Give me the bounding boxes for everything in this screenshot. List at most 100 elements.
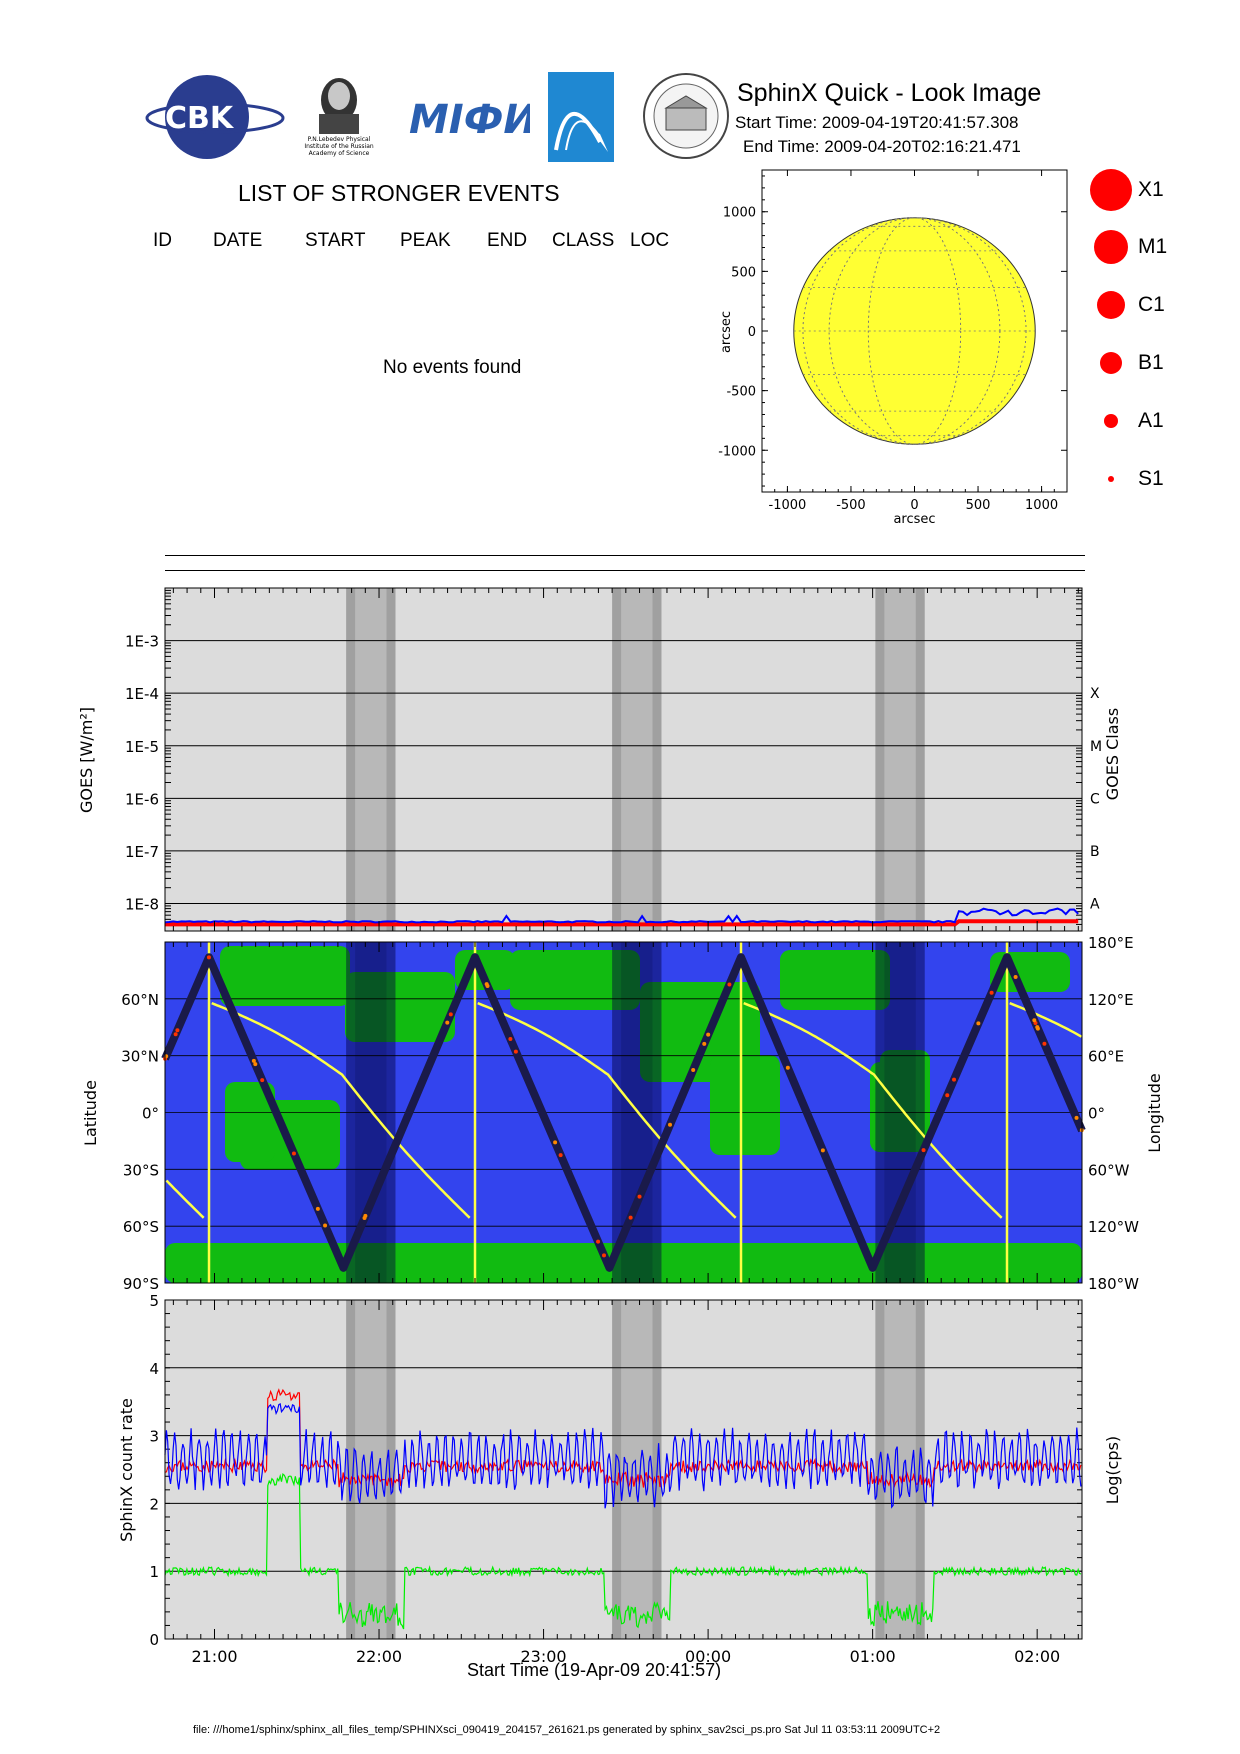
orbit-track-hotspot xyxy=(175,1028,180,1033)
arc-instrument-logo xyxy=(548,72,614,162)
land-patch xyxy=(165,1243,1082,1283)
sun-x-tick-label: 0 xyxy=(910,498,918,513)
orbit-right-axis-label: Longitude xyxy=(1145,1073,1164,1153)
orbit-track-hotspot xyxy=(291,1151,296,1156)
flare-class-legend xyxy=(1080,160,1210,500)
orbit-track-hotspot xyxy=(989,990,994,995)
longitude-curve xyxy=(165,1179,205,1219)
goes-class-label: X xyxy=(1090,686,1100,702)
goes-short-series xyxy=(165,919,1079,927)
eclipse-band-core xyxy=(355,1300,387,1639)
orbit-lon-tick-label: 180°E xyxy=(1088,934,1134,952)
goes-y-tick-label: 1E-7 xyxy=(125,843,159,861)
orbit-track-hotspot xyxy=(315,1206,320,1211)
time-tick-label: 22:00 xyxy=(356,1647,402,1666)
longitude-curve xyxy=(1009,1001,1083,1038)
sphinx-series-2 xyxy=(164,1472,1082,1630)
orbit-lat-tick-label: 60°S xyxy=(123,1218,159,1236)
sphinx-panel-frame xyxy=(164,1299,1083,1640)
col-id: ID xyxy=(153,230,172,251)
sun-x-axis-label: arcsec xyxy=(893,512,935,527)
orbit-track-hotspot xyxy=(976,1021,981,1026)
goes-y-tick-label: 1E-5 xyxy=(125,738,159,756)
orbit-track-hotspot xyxy=(945,1093,950,1098)
eclipse-band-core xyxy=(621,588,653,931)
orbit-lat-tick-label: 60°N xyxy=(121,991,159,1009)
legend-marker-c1 xyxy=(1097,291,1125,319)
orbit-lon-tick-label: 60°W xyxy=(1088,1161,1130,1179)
sphinx-y-tick-label: 4 xyxy=(149,1360,159,1378)
miphi-logo: MIФИ xyxy=(405,88,537,148)
sun-x-tick-label: -500 xyxy=(836,498,866,513)
goes-y-tick-label: 1E-8 xyxy=(125,896,159,914)
orbit-track-hotspot xyxy=(952,1077,957,1082)
legend-label-s1: S1 xyxy=(1138,467,1164,490)
x-axis-title: Start Time (19-Apr-09 20:41:57) xyxy=(467,1660,722,1680)
lebedev-institute-logo: P.N.Lebedev Physical Institute of the Ru… xyxy=(293,70,385,162)
orbit-lat-tick-label: 90°S xyxy=(123,1275,159,1293)
orbit-track-hotspot xyxy=(691,1068,696,1073)
orbit-track-hotspot xyxy=(253,1062,258,1067)
orbit-lon-tick-label: 180°W xyxy=(1088,1275,1139,1293)
time-tick-label: 01:00 xyxy=(850,1647,896,1666)
land-patch xyxy=(510,950,640,1010)
separator-line xyxy=(165,555,1085,556)
orbit-track-hotspot xyxy=(820,1148,825,1153)
col-loc: LOC xyxy=(630,230,670,251)
orbit-track-hotspot xyxy=(1042,1041,1047,1046)
sphinx-right-axis-label: Log(cps) xyxy=(1103,1436,1122,1504)
orbit-lat-tick-label: 30°S xyxy=(123,1161,159,1179)
sun-y-axis-label: arcsec xyxy=(719,311,734,353)
cbk-logo-text: CBK xyxy=(165,101,235,136)
orbit-track-hotspot xyxy=(260,1078,265,1083)
sun-y-tick-label: -1000 xyxy=(718,444,756,459)
time-tick-label: 23:00 xyxy=(521,1647,567,1666)
orbit-lon-tick-label: 120°E xyxy=(1088,991,1134,1009)
sphinx-y-tick-label: 3 xyxy=(149,1428,159,1446)
sun-y-tick-label: 1000 xyxy=(723,206,756,221)
land-patch xyxy=(345,972,455,1042)
orbit-lat-tick-label: 30°N xyxy=(121,1048,159,1066)
col-date: DATE xyxy=(213,230,263,251)
orbit-track-hotspot xyxy=(602,1253,607,1258)
orbit-track-hotspot xyxy=(1035,1025,1040,1030)
sun-x-tick-label: -1000 xyxy=(769,498,807,513)
file-note: file: ///home1/sphinx/sphinx_all_files_t… xyxy=(193,1724,941,1736)
orbit-track-hotspot xyxy=(513,1049,518,1054)
sun-y-tick-label: 0 xyxy=(748,325,756,340)
miphi-logo-text: MIФИ xyxy=(409,97,530,143)
svg-text:Academy of Science: Academy of Science xyxy=(309,150,370,157)
land-patch xyxy=(225,1082,275,1162)
goes-class-label: C xyxy=(1090,791,1100,807)
start-time: Start Time: 2009-04-19T20:41:57.308 xyxy=(735,113,1019,132)
sphinx-series-0 xyxy=(164,1403,1082,1509)
longitude-curve xyxy=(743,1001,1003,1219)
orbit-track-hotspot xyxy=(921,1148,926,1153)
longitude-curve xyxy=(211,1001,471,1219)
sphinx-y-axis-label: SphinX count rate xyxy=(117,1398,136,1542)
goes-class-label: M xyxy=(1090,739,1102,755)
col-class: CLASS xyxy=(552,230,615,251)
events-title: LIST OF STRONGER EVENTS xyxy=(238,180,560,206)
col-peak: PEAK xyxy=(400,230,451,251)
goes-panel-frame xyxy=(164,587,1083,932)
goes-right-axis-label: GOES Class xyxy=(1103,708,1122,800)
col-end: END xyxy=(487,230,528,251)
goes-class-label: A xyxy=(1090,897,1100,913)
eclipse-band-core xyxy=(355,588,387,931)
time-tick-label: 02:00 xyxy=(1014,1647,1060,1666)
orbit-track-hotspot xyxy=(785,1065,790,1070)
svg-text:Institute of the Russian: Institute of the Russian xyxy=(304,143,374,150)
orbit-track-hotspot xyxy=(206,955,211,960)
legend-label-x1: X1 xyxy=(1138,178,1164,201)
orbit-lon-tick-label: 60°E xyxy=(1088,1048,1124,1066)
goes-y-axis-label: GOES [W/m²] xyxy=(77,707,96,813)
flare-class-legend-svg xyxy=(1090,169,1132,482)
goes-y-tick-label: 1E-3 xyxy=(125,633,159,651)
orbit-y-axis-label: Latitude xyxy=(81,1080,100,1146)
eclipse-band-core xyxy=(621,1300,653,1639)
land-patch xyxy=(710,1055,780,1155)
legend-label-b1: B1 xyxy=(1138,351,1164,374)
time-tick-label: 00:00 xyxy=(685,1647,731,1666)
